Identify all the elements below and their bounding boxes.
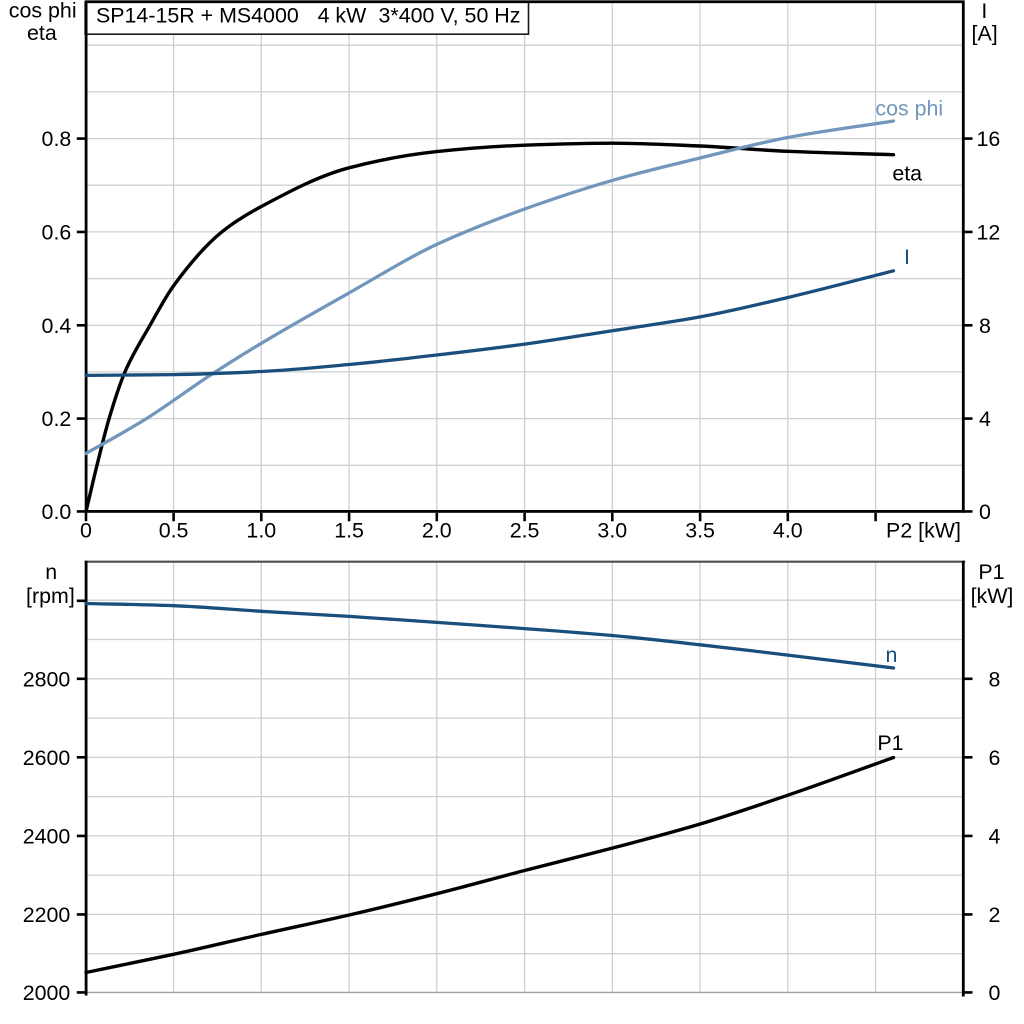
svg-text:eta: eta (27, 21, 57, 45)
svg-text:cos phi: cos phi (875, 97, 943, 121)
svg-text:P2 [kW]: P2 [kW] (886, 518, 961, 542)
svg-text:2600: 2600 (23, 746, 71, 770)
svg-text:0.2: 0.2 (42, 407, 72, 431)
svg-text:2800: 2800 (23, 667, 71, 691)
svg-text:0: 0 (989, 981, 1001, 1005)
svg-text:2400: 2400 (23, 825, 71, 849)
svg-text:[rpm]: [rpm] (26, 584, 75, 608)
svg-text:0.4: 0.4 (42, 314, 72, 338)
svg-text:cos phi: cos phi (9, 0, 77, 23)
svg-text:2200: 2200 (23, 903, 71, 927)
svg-text:4 kW: 4 kW (318, 4, 368, 28)
svg-text:0.6: 0.6 (42, 221, 72, 245)
svg-text:2: 2 (989, 903, 1001, 927)
svg-text:[kW]: [kW] (971, 584, 1014, 608)
svg-text:0: 0 (979, 500, 991, 524)
svg-text:2.5: 2.5 (510, 518, 540, 542)
svg-text:eta: eta (892, 162, 922, 186)
svg-text:SP14-15R + MS4000: SP14-15R + MS4000 (96, 4, 299, 28)
svg-text:P1: P1 (978, 560, 1004, 584)
svg-text:0: 0 (80, 518, 92, 542)
svg-text:1.0: 1.0 (246, 518, 276, 542)
svg-text:3.0: 3.0 (597, 518, 627, 542)
svg-text:n: n (45, 560, 57, 584)
svg-text:3*400 V, 50 Hz: 3*400 V, 50 Hz (379, 4, 521, 28)
svg-text:8: 8 (979, 314, 991, 338)
svg-text:I: I (904, 245, 910, 269)
svg-text:8: 8 (989, 667, 1001, 691)
svg-text:0.8: 0.8 (42, 127, 72, 151)
svg-text:n: n (886, 643, 898, 667)
svg-text:I: I (981, 0, 987, 23)
svg-text:3.5: 3.5 (685, 518, 715, 542)
svg-text:2.0: 2.0 (422, 518, 452, 542)
svg-text:[A]: [A] (972, 21, 998, 45)
svg-text:2000: 2000 (23, 981, 71, 1005)
svg-text:P1: P1 (877, 731, 903, 755)
svg-text:16: 16 (977, 127, 1001, 151)
svg-text:4: 4 (979, 407, 991, 431)
svg-text:4: 4 (989, 825, 1001, 849)
svg-text:1.5: 1.5 (334, 518, 364, 542)
svg-text:6: 6 (989, 746, 1001, 770)
svg-text:4.0: 4.0 (773, 518, 803, 542)
svg-text:12: 12 (977, 221, 1001, 245)
svg-text:0.0: 0.0 (42, 500, 72, 524)
svg-text:0.5: 0.5 (159, 518, 189, 542)
